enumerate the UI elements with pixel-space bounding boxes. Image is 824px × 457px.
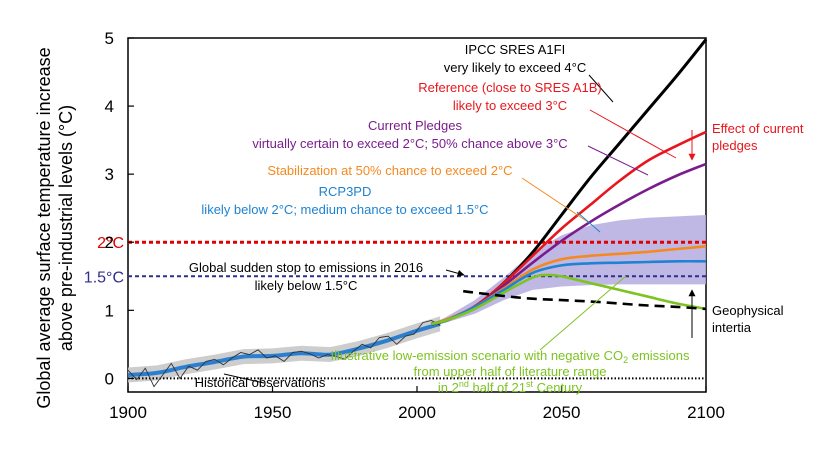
stabilization-label: Stabilization at 50% chance to exceed 2°… <box>267 163 512 178</box>
x-tick-label-2000: 2000 <box>398 403 436 422</box>
annotation-sres-a1fi: IPCC SRES A1FI very likely to exceed 4°C <box>444 42 586 75</box>
leader-pledges <box>587 145 649 176</box>
y-tick-label-1: 1 <box>105 301 114 320</box>
leader-stabilization <box>521 177 589 223</box>
threshold-label-0: 2°C <box>97 235 124 252</box>
annotation-rcp3pd: RCP3PD likely below 2°C; medium chance t… <box>201 184 488 217</box>
low-emission-line-3c: Century <box>533 380 583 395</box>
low-emission-co2-subscript: 2 <box>623 355 628 365</box>
axis-ticks: 1900 1950 2000 2050 2100 0 1 2 3 4 5 <box>105 29 725 422</box>
leader-a1fi <box>588 74 614 103</box>
historical-mean-line <box>127 321 441 377</box>
low-emission-line-3a: in 2 <box>438 380 459 395</box>
low-emission-line-1b: emissions <box>628 348 690 363</box>
annotation-reference: Reference (close to SRES A1B) likely to … <box>418 80 602 113</box>
historical-uncertainty-band <box>128 316 441 383</box>
historical-label: Historical observations <box>195 375 326 390</box>
annotation-effect-of-pledges: Effect of current pledges <box>712 121 804 153</box>
annotation-leaders <box>223 74 696 384</box>
y-tick-label-4: 4 <box>105 97 114 116</box>
leader-historical <box>223 373 265 384</box>
y-axis-title: Global average surface temperature incre… <box>34 47 76 408</box>
geo-label-line-2: intertia <box>712 320 752 335</box>
annotation-geophysical-inertia: Geophysical intertia <box>712 303 784 335</box>
annotation-low-emission: Illustrative low-emission scenario with … <box>330 348 690 395</box>
leader-low-emission <box>539 275 627 351</box>
series-line-low-emission <box>431 273 707 326</box>
annotation-historical: Historical observations <box>195 375 326 390</box>
y-tick-label-3: 3 <box>105 165 114 184</box>
y-axis-title-line-2: above pre-industrial levels (°C) <box>56 105 76 351</box>
leader-rcp3pd <box>576 211 601 233</box>
low-emission-line-1a: Illustrative low-emission scenario with … <box>330 348 623 363</box>
y-tick-label-5: 5 <box>105 29 114 48</box>
annotation-stabilization: Stabilization at 50% chance to exceed 2°… <box>267 163 512 178</box>
leader-reference <box>589 109 677 159</box>
series-line-rcp3pd <box>431 259 707 326</box>
sudden-stop-label-line-1: Global sudden stop to emissions in 2016 <box>189 260 423 275</box>
annotation-sudden-stop: Global sudden stop to emissions in 2016 … <box>189 260 423 293</box>
scenario-lines <box>127 38 708 388</box>
effect-label-line-1: Effect of current <box>712 121 804 136</box>
y-tick-label-0: 0 <box>105 369 114 388</box>
effect-label-line-2: pledges <box>712 138 758 153</box>
a1fi-label-line-1: IPCC SRES A1FI <box>465 42 565 57</box>
x-tick-label-2100: 2100 <box>687 403 725 422</box>
low-emission-label-line-2: from upper half of literature range <box>414 364 607 379</box>
leader-sudden-stop <box>445 269 465 277</box>
pledges-label-line-1: Current Pledges <box>368 118 462 133</box>
reference-label-line-2: likely to exceed 3°C <box>453 98 567 113</box>
low-emission-line-3b: half of 21 <box>469 380 526 395</box>
low-emission-nd-superscript: nd <box>459 379 469 389</box>
geo-label-line-1: Geophysical <box>712 303 784 318</box>
rcp3pd-label-line-2: likely below 2°C; medium chance to excee… <box>201 202 488 217</box>
sudden-stop-label-line-2: likely below 1.5°C <box>255 278 358 293</box>
threshold-label-1: 1.5°C <box>84 269 124 286</box>
low-emission-label-line-1: Illustrative low-emission scenario with … <box>330 348 690 365</box>
series-line-sudden-stop <box>463 289 707 311</box>
historical-observations-line <box>127 320 441 388</box>
rcp3pd-label-line-1: RCP3PD <box>319 184 372 199</box>
x-tick-label-1950: 1950 <box>254 403 292 422</box>
low-emission-label-line-3: in 2nd half of 21st Century <box>438 379 583 395</box>
x-tick-label-2050: 2050 <box>543 403 581 422</box>
y-axis-title-line-1: Global average surface temperature incre… <box>34 47 54 408</box>
reference-label-line-1: Reference (close to SRES A1B) <box>418 80 602 95</box>
threshold-lines: 2°C 1.5°C <box>84 235 706 286</box>
pledges-label-line-2: virtually certain to exceed 2°C; 50% cha… <box>252 136 567 151</box>
a1fi-label-line-2: very likely to exceed 4°C <box>444 60 586 75</box>
low-emission-st-superscript: st <box>526 379 534 389</box>
annotation-current-pledges: Current Pledges virtually certain to exc… <box>252 118 567 151</box>
y-tick-label-2: 2 <box>105 233 114 252</box>
x-tick-label-1900: 1900 <box>109 403 147 422</box>
